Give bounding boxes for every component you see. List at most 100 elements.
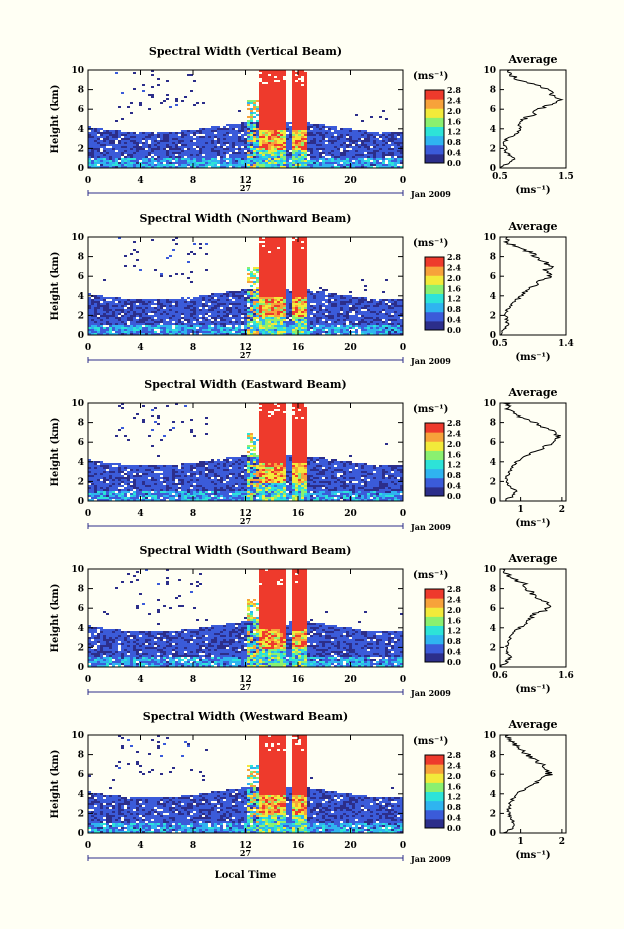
heatmap [88,70,403,168]
x-tick-label: 12 [239,343,252,353]
average-y-tick: 8 [490,253,496,263]
x-tick-label: 12 [239,176,252,186]
colorbar-tick: 2.0 [447,439,461,449]
colorbar-swatch [425,477,444,488]
x-tick-label: 16 [292,509,305,519]
y-tick-label: 8 [78,585,84,595]
colorbar-swatch [425,423,444,433]
y-axis-label: Height (km) [50,584,61,653]
y-tick-label: 0 [78,331,84,341]
y-tick-label: 10 [71,731,84,741]
panel-0: Spectral Width (Vertical Beam) 0 2 4 6 8 10 Hei… [50,45,574,199]
x-tick-label: 4 [137,675,143,685]
average-y-tick: 4 [490,125,496,135]
colorbar-unit: (ms⁻¹) [413,238,448,249]
y-tick-label: 10 [71,66,84,76]
colorbar-swatch [425,643,444,654]
colorbar-tick: 2.8 [447,750,461,760]
colorbar-swatch [425,311,444,322]
panel-title: Spectral Width (Southward Beam) [139,544,351,557]
colorbar-swatch [425,634,444,645]
colorbar-swatch [425,293,444,304]
average-unit: (ms⁻¹) [515,518,550,529]
day-label: 27 [240,516,251,526]
colorbar-tick: 2.8 [447,85,461,95]
y-tick-label: 10 [71,399,84,409]
average-unit: (ms⁻¹) [515,850,550,861]
y-tick-label: 6 [78,770,84,780]
average-x-tick: 0.5 [492,339,508,349]
colorbar-tick: 1.2 [447,626,461,636]
colorbar-tick: 0.4 [447,481,461,491]
panel-2: Spectral Width (Eastward Beam)0246810Hei… [50,378,567,532]
colorbar-swatch [425,432,444,442]
colorbar-swatch [425,99,444,109]
average-y-tick: 8 [490,585,496,595]
colorbar-tick: 0.0 [447,657,461,667]
colorbar-swatch [425,764,444,774]
average-y-tick: 10 [483,731,496,741]
average-frame [499,236,567,336]
average-frame [499,69,567,169]
average-y-tick: 10 [483,233,496,243]
average-profile: Average 0 2 4 6 8 10 0.6 1.6 (ms⁻¹) [483,552,573,695]
panel-1: Spectral Width (Northward Beam) 0 2 4 6 8 10 He… [50,212,574,366]
y-tick-label: 2 [78,643,84,653]
colorbar-swatch [425,773,444,783]
colorbar-tick: 1.6 [447,283,461,293]
day-label: 27 [240,848,251,858]
colorbar-swatch [425,809,444,820]
average-title: Average [507,53,557,66]
colorbar-tick: 0.8 [447,304,461,314]
colorbar-swatch [425,589,444,599]
colorbar-tick: 0.4 [447,813,461,823]
panel-title: Spectral Width (Eastward Beam) [144,378,346,391]
colorbar-tick: 0.8 [447,636,461,646]
average-y-tick: 2 [490,144,496,154]
colorbar-tick: 2.0 [447,771,461,781]
y-tick-label: 4 [78,790,84,800]
colorbar-swatch [425,257,444,267]
colorbar-swatch [425,652,444,663]
x-tick-label: 4 [137,176,143,186]
average-y-tick: 4 [490,458,496,468]
x-axis-label: Local Time [215,870,277,881]
colorbar-swatch [425,284,444,294]
colorbar-swatch [425,108,444,118]
colorbar-tick: 1.2 [447,127,461,137]
y-tick-label: 8 [78,419,84,429]
x-tick-label: 16 [292,343,305,353]
colorbar-frame [424,754,445,829]
average-x-tick: 1.6 [558,671,574,681]
average-y-tick: 8 [490,751,496,761]
colorbar-tick: 0.0 [447,325,461,335]
average-profile: Average 0 2 4 6 8 10 0.5 1.4 (ms⁻¹) [483,220,573,363]
colorbar-tick: 1.2 [447,460,461,470]
x-tick-label: 0 [400,841,406,851]
colorbar-tick: 0.0 [447,158,461,168]
average-profile-line [500,236,555,336]
colorbar-tick: 2.0 [447,106,461,116]
colorbar-tick: 0.0 [447,823,461,833]
average-x-tick: 1 [517,837,523,847]
y-tick-label: 10 [71,233,84,243]
colorbar-frame [424,588,445,663]
x-tick-label: 16 [292,675,305,685]
average-y-tick: 0 [490,164,496,174]
colorbar-swatch [425,782,444,792]
y-tick-label: 8 [78,253,84,263]
colorbar-tick: 1.6 [447,781,461,791]
x-tick-label: 0 [85,509,91,519]
x-tick-label: 0 [85,176,91,186]
colorbar-swatch [425,275,444,285]
average-profile-line [502,402,562,502]
y-tick-label: 4 [78,292,84,302]
x-tick-label: 8 [190,509,196,519]
heatmap [88,735,403,833]
colorbar-tick: 2.4 [447,594,461,604]
y-tick-label: 2 [78,144,84,154]
average-title: Average [507,386,557,399]
colorbar-tick: 2.8 [447,252,461,262]
